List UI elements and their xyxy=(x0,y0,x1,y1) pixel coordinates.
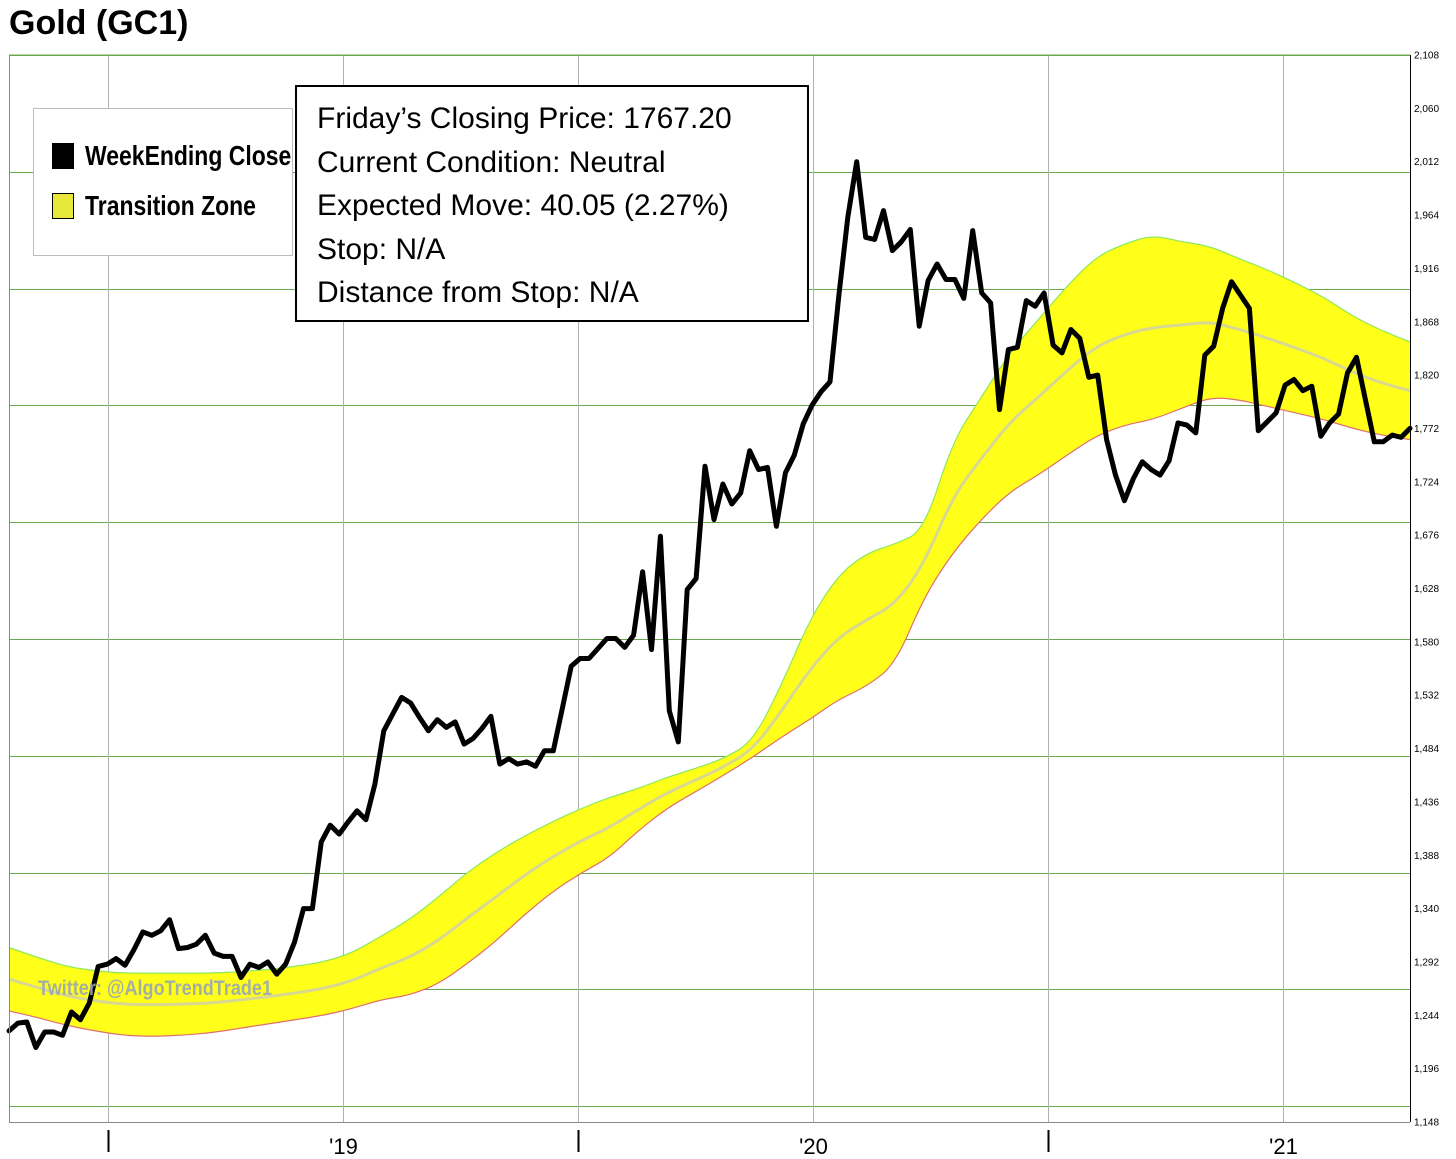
stop-text: Stop: N/A xyxy=(317,232,446,266)
y-tick-label: 1,196 xyxy=(1414,1064,1439,1075)
legend-item-weekending-close: WeekEnding Close xyxy=(52,140,337,171)
expected-move-text: Expected Move: 40.05 (2.27%) xyxy=(317,189,729,222)
x-axis-ticks: '19 '20 '21 xyxy=(107,1130,1298,1159)
legend-label: Transition Zone xyxy=(85,190,256,221)
y-tick-label: 1,676 xyxy=(1414,531,1439,542)
y-tick-label: 1,868 xyxy=(1414,317,1439,328)
y-tick-label: 1,916 xyxy=(1414,264,1439,275)
y-tick-label: 1,532 xyxy=(1414,691,1439,702)
weekending-close-series xyxy=(6,159,1413,1050)
transition-zone-lower-edge xyxy=(8,397,1411,1037)
y-tick-label: 1,724 xyxy=(1414,477,1439,488)
legend-swatch-yellow xyxy=(52,193,74,219)
closing-price-text: Friday’s Closing Price: 1767.20 xyxy=(317,102,732,135)
legend-label: WeekEnding Close xyxy=(85,140,292,171)
y-axis-ticks: 2,108 2,060 2,012 1,964 1,916 1,868 1,820 1,772… xyxy=(1414,51,1439,1129)
watermark-text: Twitter: @AlgoTrendTrade1 xyxy=(38,977,273,1000)
y-tick-label: 2,012 xyxy=(1414,157,1439,168)
y-tick-label: 1,292 xyxy=(1414,957,1439,968)
chart-title: Gold (GC1) xyxy=(9,4,189,42)
y-tick-label: 2,060 xyxy=(1414,104,1439,115)
y-tick-label: 1,772 xyxy=(1414,424,1439,435)
distance-from-stop-text: Distance from Stop: N/A xyxy=(317,276,639,309)
y-tick-label: 1,484 xyxy=(1414,744,1439,755)
x-tick-label: '21 xyxy=(1269,1134,1298,1159)
transition-zone-band xyxy=(8,236,1411,1037)
x-tick-label: '19 xyxy=(329,1134,358,1159)
y-tick-label: 1,340 xyxy=(1414,904,1439,915)
chart-frame xyxy=(9,54,1411,1123)
y-tick-label: 1,580 xyxy=(1414,637,1439,648)
condition-text: Current Condition: Neutral xyxy=(317,145,666,179)
y-tick-label: 2,108 xyxy=(1414,51,1439,62)
transition-zone-midline xyxy=(8,321,1411,1007)
legend-swatch-black xyxy=(52,143,74,169)
weekending-close-line xyxy=(6,159,1413,1050)
x-tick-label: '20 xyxy=(799,1134,828,1159)
y-tick-label: 1,436 xyxy=(1414,797,1439,808)
y-tick-label: 1,820 xyxy=(1414,371,1439,382)
legend-item-transition-zone: Transition Zone xyxy=(52,190,293,221)
y-tick-label: 1,388 xyxy=(1414,851,1439,862)
transition-zone-upper-edge xyxy=(8,236,1411,974)
y-tick-label: 1,148 xyxy=(1414,1118,1439,1129)
info-box: Friday’s Closing Price: 1767.20 Current … xyxy=(295,85,809,322)
y-tick-label: 1,244 xyxy=(1414,1011,1439,1022)
transition-zone-fill xyxy=(9,236,1410,1037)
legend: WeekEnding Close Transition Zone xyxy=(33,108,293,256)
y-tick-label: 1,964 xyxy=(1414,211,1439,222)
y-tick-label: 1,628 xyxy=(1414,584,1439,595)
